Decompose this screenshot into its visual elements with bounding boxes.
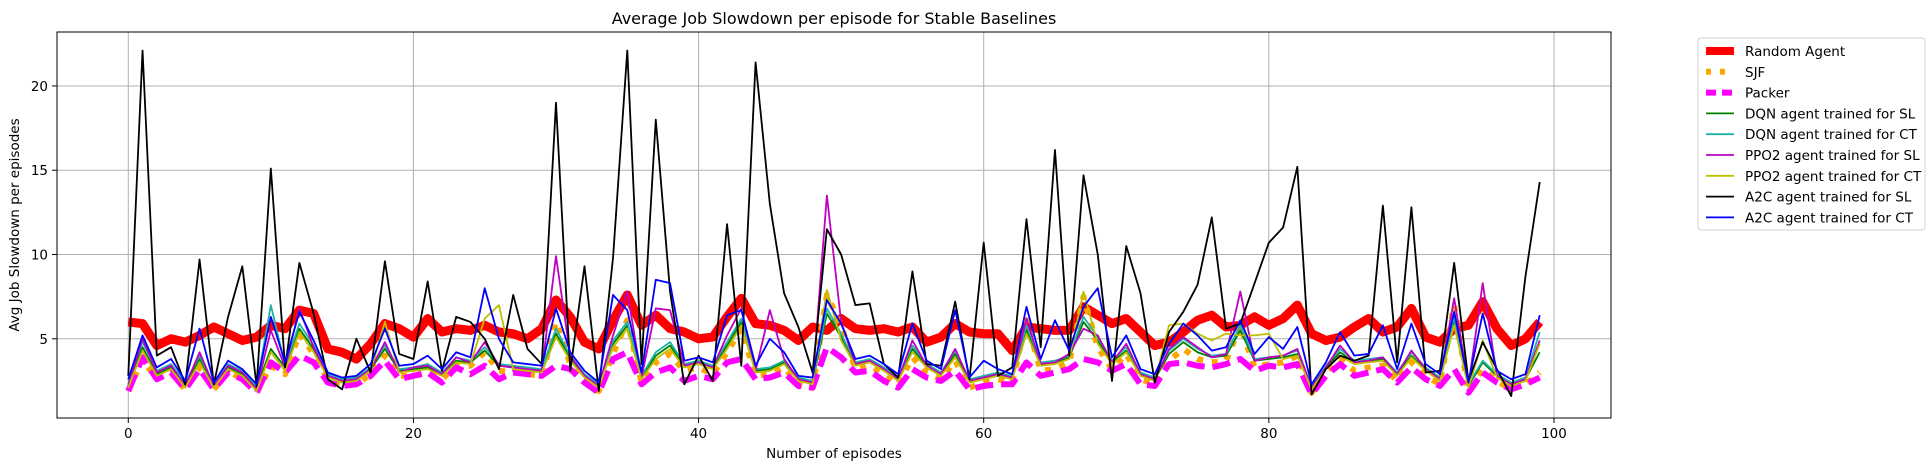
y-tick-label: 15 [31,163,48,179]
x-tick-label: 0 [124,426,133,442]
series-lines [125,49,1544,398]
x-tick-label: 80 [1260,426,1277,442]
axes: 0 20 40 60 80 100 5 10 15 20 [31,79,1567,442]
legend-label: Random Agent [1745,44,1845,60]
legend-label: DQN agent trained for SL [1745,106,1916,122]
legend-label: PPO2 agent trained for CT [1745,169,1922,185]
y-tick-label: 10 [31,247,48,263]
x-tick-label: 60 [975,426,992,442]
legend-label: DQN agent trained for CT [1745,127,1918,143]
series-line-7 [127,288,1541,392]
series-line-8 [127,49,1541,397]
grid-lines [57,32,1611,418]
series-line-3 [125,344,1542,398]
legend: Random Agent SJF Packer DQN agent trained f… [1697,37,1926,231]
series-line-6 [127,194,1541,391]
x-tick-label: 20 [405,426,422,442]
x-tick-label: 100 [1541,426,1567,442]
legend-label: A2C agent trained for SL [1745,190,1912,206]
legend-label: Packer [1745,86,1790,102]
x-tick-label: 40 [690,426,707,442]
x-axis-label: Number of episodes [766,446,902,462]
y-tick-label: 5 [39,332,48,348]
series-line-2 [125,291,1542,396]
chart-title: Average Job Slowdown per episode for Sta… [612,9,1057,28]
series-line-9 [127,278,1541,386]
y-axis-label: Avg Job Slowdown per episodes [7,118,23,331]
legend-frame [1697,37,1926,231]
legend-label: PPO2 agent trained for SL [1745,148,1920,164]
y-tick-label: 20 [31,79,48,95]
legend-label: SJF [1745,65,1765,81]
legend-label: A2C agent trained for CT [1745,210,1914,226]
plot-area-frame [56,31,1612,419]
